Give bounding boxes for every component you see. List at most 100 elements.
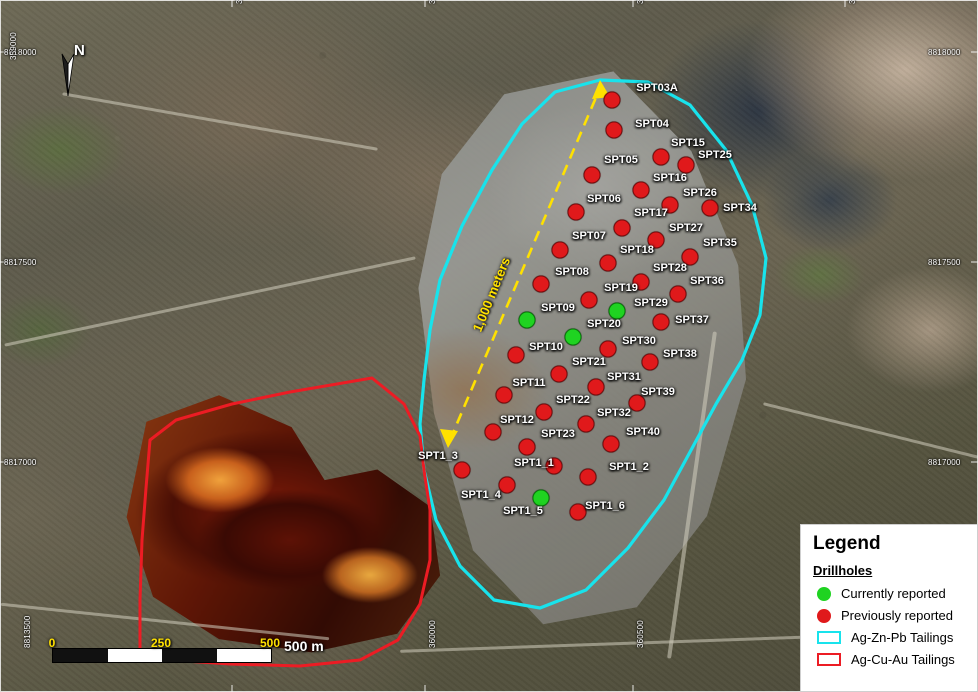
drillhole-label: SPT36 xyxy=(690,275,724,287)
drillhole-label: SPT1_3 xyxy=(418,450,458,462)
green-dot-icon xyxy=(817,587,831,601)
drillhole-label: SPT1_4 xyxy=(461,489,501,501)
grid-label-easting: 360000 xyxy=(428,0,437,4)
grid-label-easting: 359500 xyxy=(235,0,244,4)
drillhole-marker[interactable] xyxy=(519,439,536,456)
drillhole-marker[interactable] xyxy=(578,416,595,433)
drillhole-label: SPT40 xyxy=(626,426,660,438)
drillhole-label: SPT30 xyxy=(622,335,656,347)
drillhole-marker[interactable] xyxy=(536,404,553,421)
drillhole-label: SPT34 xyxy=(723,202,757,214)
grid-label-northing: 8817000 xyxy=(4,458,37,467)
drillhole-label: SPT29 xyxy=(634,297,668,309)
drillhole-label: SPT19 xyxy=(604,282,638,294)
scale-tick-label: 0 xyxy=(49,636,56,650)
drillhole-label: SPT1_2 xyxy=(609,461,649,473)
drillhole-marker[interactable] xyxy=(604,92,621,109)
drillhole-marker[interactable] xyxy=(508,347,525,364)
scale-distance-arrow xyxy=(440,80,610,448)
drillhole-label: SPT05 xyxy=(604,154,638,166)
drillhole-label: SPT38 xyxy=(663,348,697,360)
scale-bar-segment xyxy=(53,649,108,662)
drillhole-marker[interactable] xyxy=(603,436,620,453)
drillhole-marker[interactable] xyxy=(600,341,617,358)
grid-label-easting: 359000 xyxy=(9,32,18,60)
drillhole-label: SPT12 xyxy=(500,414,534,426)
drillhole-label: SPT25 xyxy=(698,149,732,161)
drillhole-marker[interactable] xyxy=(609,303,626,320)
drillhole-marker[interactable] xyxy=(565,329,582,346)
drillhole-marker[interactable] xyxy=(584,167,601,184)
grid-label-northing: 8817000 xyxy=(928,458,961,467)
ag-cu-au-tailings-polygon xyxy=(140,378,430,666)
drillhole-marker[interactable] xyxy=(581,292,598,309)
drillhole-marker[interactable] xyxy=(614,220,631,237)
drillhole-label: SPT17 xyxy=(634,207,668,219)
drillhole-marker[interactable] xyxy=(551,366,568,383)
drillhole-label: SPT11 xyxy=(512,377,545,389)
drillhole-label: SPT06 xyxy=(587,193,621,205)
grid-label-northing: 8818000 xyxy=(928,48,961,57)
drillhole-label: SPT20 xyxy=(587,318,621,330)
drillhole-label: SPT32 xyxy=(597,407,631,419)
scale-bar-segment xyxy=(162,649,217,662)
drillhole-marker[interactable] xyxy=(454,462,471,479)
drillhole-marker[interactable] xyxy=(642,354,659,371)
map-canvas[interactable]: 1,000 meters N 359500360000360500361000 … xyxy=(0,0,978,692)
drillhole-marker[interactable] xyxy=(606,122,623,139)
drillhole-marker[interactable] xyxy=(496,387,513,404)
drillhole-marker[interactable] xyxy=(552,242,569,259)
drillhole-marker[interactable] xyxy=(588,379,605,396)
drillhole-marker[interactable] xyxy=(570,504,587,521)
drillhole-marker[interactable] xyxy=(678,157,695,174)
drillhole-marker[interactable] xyxy=(653,314,670,331)
legend-item-label: Ag-Zn-Pb Tailings xyxy=(851,630,953,645)
drillhole-label: SPT26 xyxy=(683,187,717,199)
drillhole-label: SPT15 xyxy=(671,137,705,149)
legend-subtitle: Drillholes xyxy=(813,563,967,578)
scale-tick-label: 500 xyxy=(260,636,280,650)
drillhole-marker[interactable] xyxy=(485,424,502,441)
drillhole-label: SPT07 xyxy=(572,230,606,242)
scale-bar-segment xyxy=(217,649,272,662)
legend-item-label: Ag-Cu-Au Tailings xyxy=(851,652,955,667)
legend-item-label: Previously reported xyxy=(841,608,953,623)
drillhole-marker[interactable] xyxy=(533,490,550,507)
drillhole-label: SPT16 xyxy=(653,172,687,184)
drillhole-marker[interactable] xyxy=(568,204,585,221)
legend-item-previously-reported: Previously reported xyxy=(811,608,967,623)
drillhole-label: SPT08 xyxy=(555,266,589,278)
drillhole-label: SPT35 xyxy=(703,237,737,249)
legend-item-currently-reported: Currently reported xyxy=(811,586,967,601)
grid-label-easting: 360500 xyxy=(636,620,645,648)
scale-bar-segment xyxy=(108,649,163,662)
drillhole-marker[interactable] xyxy=(600,255,617,272)
legend-title: Legend xyxy=(813,533,967,555)
red-dot-icon xyxy=(817,609,831,623)
north-letter: N xyxy=(74,42,85,59)
drillhole-marker[interactable] xyxy=(702,200,719,217)
north-arrow-icon: N xyxy=(52,42,96,100)
drillhole-label: SPT1_6 xyxy=(585,500,625,512)
grid-label-easting: 360500 xyxy=(636,0,645,4)
drillhole-label: SPT04 xyxy=(635,118,669,130)
drillhole-label: SPT39 xyxy=(641,386,675,398)
drillhole-label: SPT09 xyxy=(541,302,575,314)
drillhole-label: SPT28 xyxy=(653,262,687,274)
grid-label-northing: 8817500 xyxy=(4,258,37,267)
cyan-outline-icon xyxy=(817,631,841,644)
drillhole-marker[interactable] xyxy=(633,182,650,199)
drillhole-label: SPT31 xyxy=(607,371,641,383)
drillhole-marker[interactable] xyxy=(533,276,550,293)
drillhole-label: SPT37 xyxy=(675,314,709,326)
drillhole-label: SPT1_5 xyxy=(503,505,543,517)
drillhole-label: SPT10 xyxy=(529,341,563,353)
drillhole-label: SPT18 xyxy=(620,244,654,256)
drillhole-label: SPT1_1 xyxy=(514,457,554,469)
legend-item-ag-zn-pb-tailings: Ag-Zn-Pb Tailings xyxy=(811,630,967,645)
legend-item-ag-cu-au-tailings: Ag-Cu-Au Tailings xyxy=(811,652,967,667)
drillhole-marker[interactable] xyxy=(519,312,536,329)
drillhole-marker[interactable] xyxy=(580,469,597,486)
drillhole-marker[interactable] xyxy=(653,149,670,166)
drillhole-marker[interactable] xyxy=(670,286,687,303)
